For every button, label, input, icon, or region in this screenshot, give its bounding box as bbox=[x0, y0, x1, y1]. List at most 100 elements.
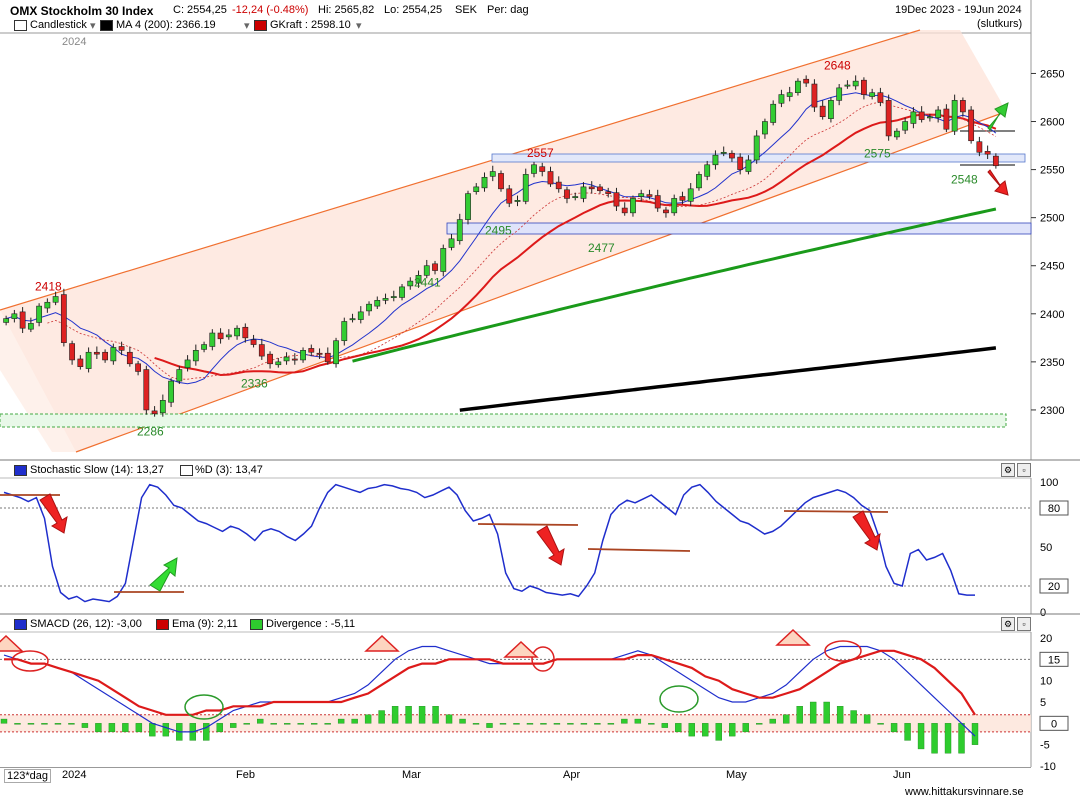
stoch-label[interactable]: Stochastic Slow (14): 13,27 bbox=[30, 464, 164, 476]
divergence-bar bbox=[95, 723, 102, 733]
divergence-swatch[interactable] bbox=[250, 619, 263, 630]
signal-triangle bbox=[503, 640, 539, 658]
period-selector[interactable]: 123*dag bbox=[4, 769, 51, 783]
divergence-bar bbox=[472, 723, 480, 725]
price-annotation: 2286 bbox=[137, 424, 164, 438]
panel-settings-icon[interactable]: ⚙ bbox=[1001, 463, 1015, 477]
divergence-bar bbox=[459, 718, 466, 724]
candle bbox=[696, 174, 702, 189]
divergence-bar bbox=[81, 723, 89, 728]
legend-ma[interactable]: MA 4 (200): 2366.19 bbox=[116, 19, 216, 31]
candle bbox=[918, 111, 925, 120]
divergence-bar bbox=[877, 723, 884, 725]
divergence-bar bbox=[944, 723, 952, 754]
legend-gkraft[interactable]: GKraft : 2598.10 bbox=[270, 19, 351, 31]
ema-swatch[interactable] bbox=[156, 619, 169, 630]
signal-circle bbox=[824, 640, 862, 662]
legend-dropdown-icon[interactable]: ▾ bbox=[356, 20, 362, 32]
candle bbox=[654, 195, 661, 209]
y-tick-label: 2600 bbox=[1040, 117, 1064, 129]
candle bbox=[357, 311, 364, 320]
down-arrow-icon bbox=[987, 169, 1009, 196]
month-label: May bbox=[726, 769, 747, 781]
candle bbox=[481, 176, 488, 189]
candle bbox=[885, 100, 892, 137]
smacd-line bbox=[3, 645, 976, 737]
high-value: Hi: 2565,82 bbox=[318, 4, 375, 16]
divergence-label[interactable]: Divergence : -5,11 bbox=[266, 618, 356, 630]
candlestick-swatch[interactable] bbox=[14, 20, 27, 31]
candle bbox=[440, 248, 447, 272]
smacd-swatch[interactable] bbox=[14, 619, 27, 630]
candle bbox=[819, 105, 826, 118]
candle bbox=[621, 207, 628, 214]
candle bbox=[258, 344, 265, 357]
divergence-bar bbox=[122, 723, 129, 733]
ma-200-line bbox=[459, 346, 997, 412]
divergence-bar bbox=[337, 718, 345, 724]
divergence-bar bbox=[931, 723, 938, 754]
candle bbox=[663, 209, 669, 214]
panel-resize-icon[interactable]: ▫ bbox=[1017, 617, 1031, 631]
candle bbox=[638, 193, 645, 197]
candle bbox=[19, 311, 26, 329]
candle bbox=[795, 80, 801, 93]
divergence-bar bbox=[634, 718, 642, 724]
candle bbox=[572, 196, 579, 199]
y-tick-label: -10 bbox=[1040, 761, 1056, 773]
candle bbox=[159, 400, 166, 414]
legend-dropdown-icon[interactable]: ▾ bbox=[90, 20, 96, 32]
candle bbox=[36, 305, 43, 323]
candle bbox=[737, 156, 744, 170]
candle bbox=[399, 286, 405, 298]
stoch-d-label[interactable]: %D (3): 13,47 bbox=[195, 464, 263, 476]
candle bbox=[803, 78, 810, 84]
divergence-bar bbox=[782, 714, 790, 724]
candle bbox=[992, 155, 999, 167]
candle bbox=[679, 196, 686, 201]
candle bbox=[473, 186, 480, 193]
month-label: Jun bbox=[893, 769, 911, 781]
month-label: 2024 bbox=[62, 769, 87, 781]
candle bbox=[597, 186, 603, 192]
candle bbox=[168, 380, 174, 403]
channel-upper-line bbox=[0, 29, 921, 311]
ema-label[interactable]: Ema (9): 2,11 bbox=[172, 618, 238, 630]
source-url[interactable]: www.hittakursvinnare.se bbox=[905, 786, 1024, 798]
y-tick-label: 2550 bbox=[1040, 165, 1064, 177]
candle bbox=[522, 174, 529, 202]
stoch-swatch[interactable] bbox=[14, 465, 27, 476]
candle bbox=[828, 100, 834, 119]
candle bbox=[646, 194, 653, 197]
y-tick-label: 50 bbox=[1040, 542, 1052, 554]
signal-circle bbox=[11, 650, 49, 672]
legend-candlestick[interactable]: Candlestick bbox=[30, 19, 87, 31]
up-arrow-icon bbox=[149, 557, 178, 592]
smacd-label[interactable]: SMACD (26, 12): -3,00 bbox=[30, 618, 142, 630]
divergence-bar bbox=[540, 723, 547, 725]
down-arrow-icon bbox=[39, 493, 68, 534]
panel-resize-icon[interactable]: ▫ bbox=[1017, 463, 1031, 477]
candle bbox=[894, 130, 900, 138]
candle bbox=[687, 188, 694, 202]
panel-settings-icon[interactable]: ⚙ bbox=[1001, 617, 1015, 631]
stoch-d-swatch[interactable] bbox=[180, 465, 193, 476]
divergence-bar bbox=[418, 706, 426, 724]
level-line bbox=[587, 548, 691, 552]
divergence-bar bbox=[135, 723, 143, 733]
legend-dropdown-icon[interactable]: ▾ bbox=[244, 20, 250, 32]
support-zone-2495 bbox=[446, 222, 1032, 235]
candle bbox=[877, 92, 884, 103]
divergence-bar bbox=[702, 723, 709, 737]
gkraft-swatch[interactable] bbox=[254, 20, 267, 31]
divergence-bar bbox=[836, 706, 844, 724]
candle bbox=[498, 173, 504, 190]
ref-box bbox=[1039, 651, 1069, 667]
divergence-bar bbox=[729, 723, 736, 737]
divergence-bar bbox=[863, 714, 871, 724]
ma-swatch[interactable] bbox=[100, 20, 113, 31]
divergence-bar bbox=[890, 723, 898, 733]
divergence-bar bbox=[0, 718, 8, 724]
candle bbox=[844, 84, 851, 87]
